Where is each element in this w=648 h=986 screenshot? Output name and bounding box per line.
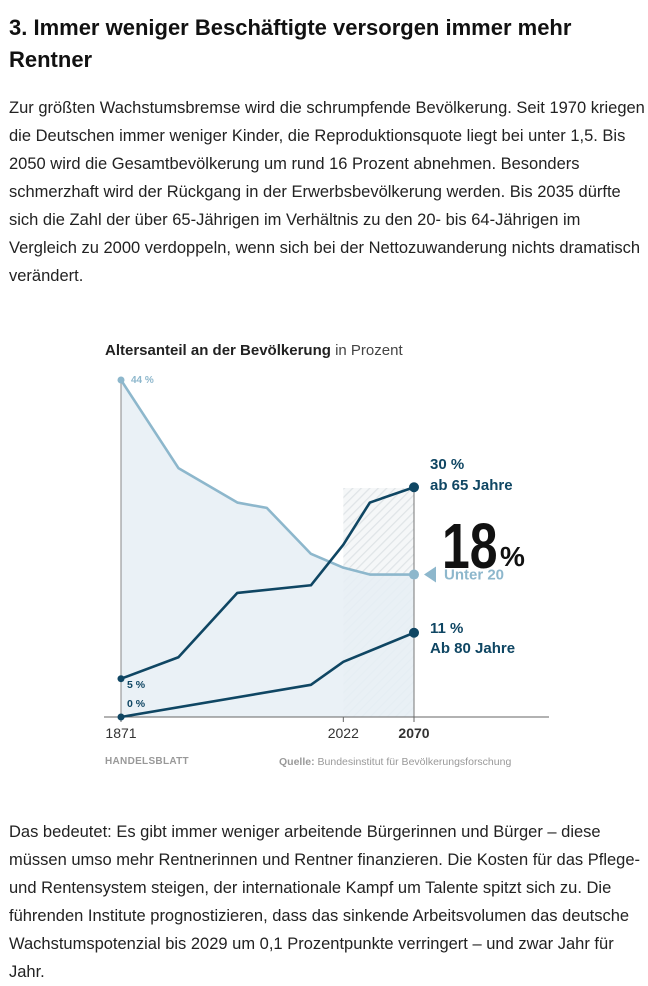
label-ab65-start: 5 %	[127, 679, 146, 691]
chart-title: Altersanteil an der Bevölkerung in Proze…	[105, 341, 403, 361]
big-number: 18	[442, 511, 498, 582]
x-tick-label-2022: 2022	[328, 725, 359, 741]
line-ab65	[120, 485, 415, 680]
article-paragraph-2: Das bedeutet: Es gibt immer weniger arbe…	[9, 823, 641, 981]
article-paragraph-1: Zur größten Wachstumsbremse wird die sch…	[9, 99, 645, 285]
line-ab80	[120, 631, 415, 719]
label-ab65-value: 30 %	[430, 456, 464, 473]
x-tick-label-1871: 1871	[105, 725, 136, 741]
chart-source-text: Bundesinstitut für Bevölkerungsforschung	[317, 756, 512, 768]
point-unter20-end	[409, 569, 419, 580]
point-ab80-end	[409, 627, 419, 638]
label-unter20-name: Unter 20	[444, 567, 504, 584]
chart-source: Quelle: Bundesinstitut für Bevölkerungsf…	[279, 756, 511, 768]
point-ab65-start	[117, 675, 125, 683]
label-ab80-name: Ab 80 Jahre	[430, 640, 515, 657]
chart-title-text: Altersanteil an der Bevölkerung	[105, 342, 331, 359]
big-number-unit: %	[500, 541, 525, 572]
article-heading: 3. Immer weniger Beschäftigte versorgen …	[9, 15, 572, 72]
area-unter20	[121, 380, 414, 717]
chart-source-label: Quelle:	[279, 756, 315, 768]
point-unter20-start	[117, 376, 125, 384]
chart-title-unit: in Prozent	[335, 342, 403, 359]
label-unter20-start: 44 %	[131, 375, 154, 386]
chart-brand: HANDELSBLATT	[105, 756, 189, 767]
label-ab80-value: 11 %	[430, 620, 463, 637]
unter20-marker-icon	[424, 566, 436, 583]
line-unter20	[119, 379, 414, 576]
point-ab65-end	[409, 482, 419, 493]
label-ab65-name: ab 65 Jahre	[430, 477, 513, 494]
label-ab80-start: 0 %	[127, 698, 146, 710]
point-ab80-start	[117, 713, 125, 721]
x-tick-label-2070: 2070	[398, 725, 429, 741]
